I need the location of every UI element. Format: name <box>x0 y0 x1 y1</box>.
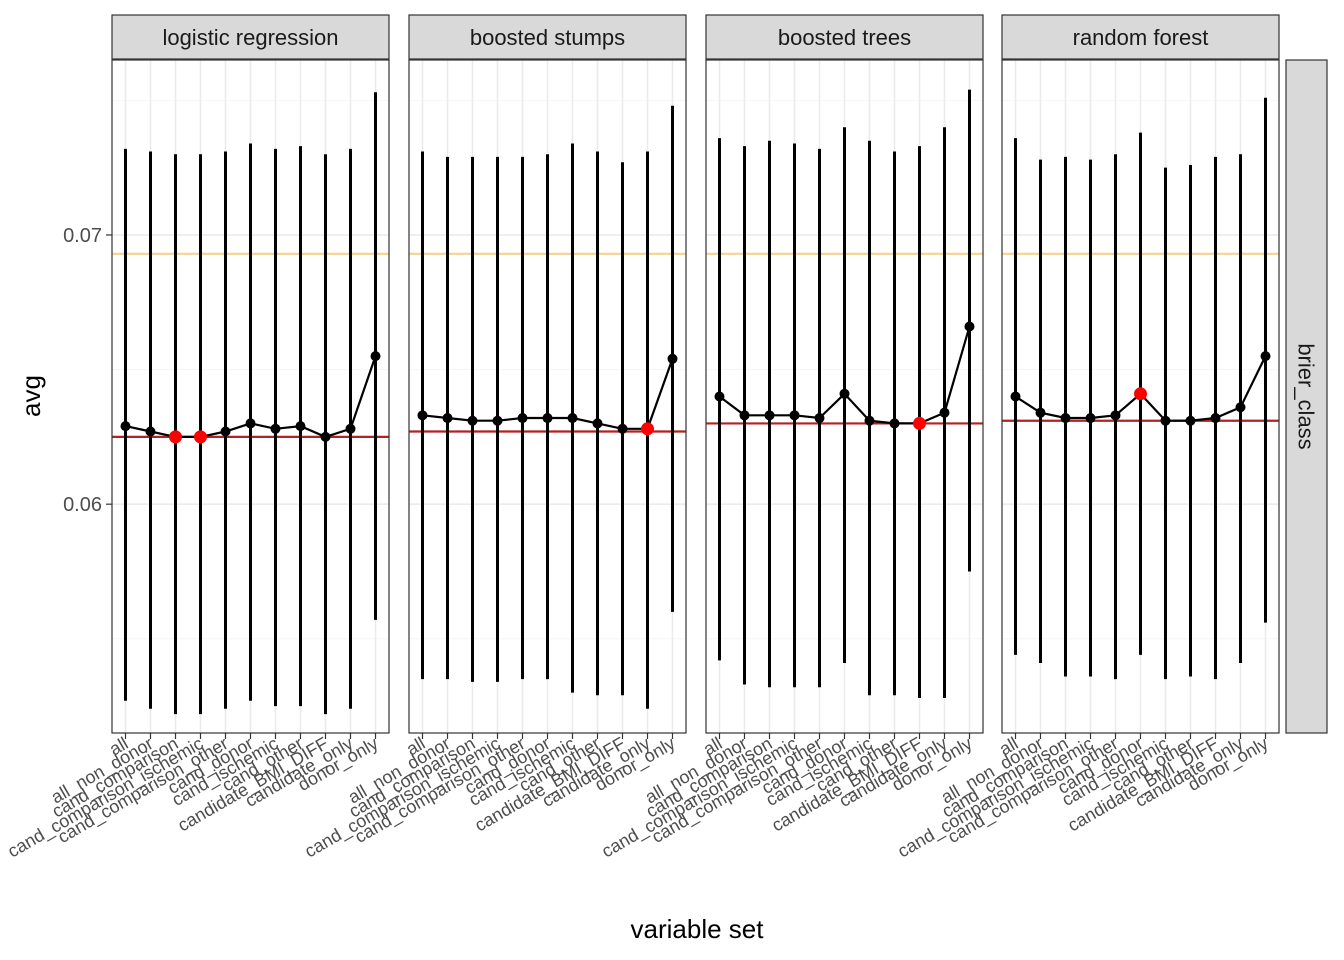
data-point <box>220 426 231 437</box>
data-point <box>370 351 381 362</box>
data-point <box>1185 415 1196 426</box>
facet-panels: logistic regression boosted stumps boosted… <box>111 14 1280 734</box>
best-point <box>641 422 654 436</box>
data-point <box>939 407 950 418</box>
y-tick-label: 0.06 <box>63 494 102 516</box>
data-point <box>467 415 478 426</box>
facet-strip <box>111 14 390 60</box>
best-point <box>913 416 926 430</box>
data-point <box>764 410 775 421</box>
row-facet-label: brier_class <box>1294 343 1319 449</box>
data-point <box>814 413 825 424</box>
data-point <box>864 415 875 426</box>
data-point <box>1010 391 1021 402</box>
data-point <box>295 421 306 432</box>
data-point <box>714 391 725 402</box>
data-point <box>245 418 256 429</box>
data-point <box>592 418 603 429</box>
y-axis: 0.06 0.07 <box>63 225 112 516</box>
facet-panel-1: logistic regression <box>111 14 390 734</box>
data-point <box>1060 413 1071 424</box>
data-point <box>617 423 628 434</box>
data-point <box>542 413 553 424</box>
data-point <box>120 421 131 432</box>
facet-title: boosted trees <box>778 25 911 50</box>
data-point <box>320 431 331 442</box>
data-point <box>789 410 800 421</box>
x-axis: allall_non_donorcand_comparisoncand_comp… <box>4 733 1272 862</box>
data-point <box>1035 407 1046 418</box>
best-point <box>194 430 207 444</box>
facet-panel-2: boosted stumps <box>408 14 687 734</box>
data-point <box>1235 402 1246 413</box>
facet-strip <box>408 14 687 60</box>
facet-title: logistic regression <box>162 25 338 50</box>
facet-strip <box>1001 14 1280 60</box>
facet-panel-3: boosted trees <box>705 14 984 734</box>
y-axis-title: avg <box>16 375 46 417</box>
data-point <box>889 418 900 429</box>
data-point <box>345 423 356 434</box>
data-point <box>567 413 578 424</box>
data-point <box>1160 415 1171 426</box>
data-point <box>1260 351 1271 362</box>
data-point <box>1085 413 1096 424</box>
data-point <box>667 353 678 364</box>
data-point <box>442 413 453 424</box>
row-facet-strip: brier_class <box>1285 59 1328 734</box>
data-point <box>492 415 503 426</box>
facet-title: boosted stumps <box>470 25 625 50</box>
data-point <box>145 426 156 437</box>
best-point <box>1134 387 1147 401</box>
data-point <box>839 388 850 399</box>
facet-title: random forest <box>1073 25 1209 50</box>
data-point <box>964 321 975 332</box>
data-point <box>739 410 750 421</box>
data-point <box>517 413 528 424</box>
data-point <box>1210 413 1221 424</box>
best-point <box>169 430 182 444</box>
facet-strip <box>705 14 984 60</box>
data-point <box>270 423 281 434</box>
data-point <box>1110 410 1121 421</box>
facet-panel-4: random forest <box>1001 14 1280 734</box>
x-axis-title: variable set <box>631 914 765 944</box>
y-tick-label: 0.07 <box>63 225 102 247</box>
row-strip-background <box>1285 59 1328 734</box>
data-point <box>417 410 428 421</box>
